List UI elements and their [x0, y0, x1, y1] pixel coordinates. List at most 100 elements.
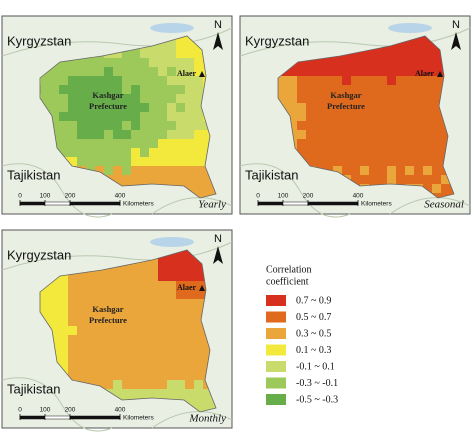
- grid-cell: [149, 389, 159, 399]
- grid-cell: [176, 281, 186, 291]
- grid-cell: [176, 254, 186, 264]
- grid-cell: [59, 353, 69, 363]
- grid-cell: [360, 58, 370, 68]
- grid-cell: [194, 67, 204, 77]
- grid-cell: [122, 76, 132, 86]
- grid-cell: [315, 85, 325, 95]
- grid-cell: [95, 380, 105, 390]
- grid-cell: [50, 121, 60, 131]
- grid-cell: [131, 76, 141, 86]
- grid-cell: [140, 353, 150, 363]
- grid-cell: [41, 299, 51, 309]
- grid-cell: [95, 290, 105, 300]
- grid-cell: [140, 85, 150, 95]
- grid-cell: [149, 103, 159, 113]
- grid-cell: [176, 344, 186, 354]
- scale-segment: [257, 201, 284, 206]
- grid-cell: [86, 299, 96, 309]
- grid-cell: [297, 139, 307, 149]
- grid-cell: [50, 326, 60, 336]
- grid-cell: [333, 85, 343, 95]
- scale-segment: [44, 415, 71, 420]
- grid-cell: [167, 94, 177, 104]
- grid-cell: [122, 389, 132, 399]
- grid-cell: [158, 139, 168, 149]
- grid-cell: [140, 76, 150, 86]
- grid-cell: [351, 112, 361, 122]
- grid-cell: [167, 308, 177, 318]
- grid-cell: [387, 49, 397, 59]
- grid-cell: [396, 112, 406, 122]
- grid-cell: [77, 290, 87, 300]
- grid-cell: [176, 139, 186, 149]
- grid-cell: [86, 112, 96, 122]
- grid-cell: [140, 121, 150, 131]
- grid-cell: [333, 94, 343, 104]
- grid-cell: [333, 157, 343, 167]
- grid-cell: [149, 175, 159, 185]
- grid-cell: [185, 139, 195, 149]
- grid-cell: [194, 148, 204, 158]
- grid-cell: [315, 58, 325, 68]
- grid-cell: [396, 49, 406, 59]
- grid-cell: [68, 94, 78, 104]
- grid-cell: [131, 353, 141, 363]
- grid-cell: [423, 49, 433, 59]
- grid-cell: [405, 121, 415, 131]
- grid-cell: [432, 85, 442, 95]
- grid-cell: [158, 335, 168, 345]
- grid-cell: [369, 94, 379, 104]
- grid-cell: [50, 85, 60, 95]
- grid-cell: [122, 58, 132, 68]
- grid-cell: [158, 67, 168, 77]
- grid-cell: [113, 85, 123, 95]
- grid-cell: [185, 184, 195, 194]
- grid-cell: [176, 175, 186, 185]
- grid-cell: [176, 263, 186, 273]
- grid-cell: [113, 344, 123, 354]
- grid-cell: [396, 175, 406, 185]
- grid-cell: [140, 166, 150, 176]
- grid-cell: [396, 94, 406, 104]
- grid-cell: [185, 254, 195, 264]
- grid-cell: [140, 317, 150, 327]
- scale-unit: Kilometers: [123, 415, 154, 422]
- region-label: Prefecture: [89, 315, 127, 325]
- grid-cell: [59, 290, 69, 300]
- grid-cell: [194, 139, 204, 149]
- grid-cell: [122, 103, 132, 113]
- grid-cell: [414, 76, 424, 86]
- grid-cell: [131, 130, 141, 140]
- grid-cell: [378, 49, 388, 59]
- grid-cell: [131, 290, 141, 300]
- grid-cell: [149, 380, 159, 390]
- grid-cell: [194, 49, 204, 59]
- grid-cell: [194, 76, 204, 86]
- grid-cell: [158, 299, 168, 309]
- grid-cell: [113, 67, 123, 77]
- grid-cell: [113, 353, 123, 363]
- grid-cell: [158, 290, 168, 300]
- grid-cell: [387, 85, 397, 95]
- grid-cell: [68, 139, 78, 149]
- grid-cell: [86, 85, 96, 95]
- grid-cell: [351, 148, 361, 158]
- grid-cell: [432, 94, 442, 104]
- grid-cell: [122, 166, 132, 176]
- grid-cell: [149, 263, 159, 273]
- grid-cell: [131, 281, 141, 291]
- grid-cell: [351, 130, 361, 140]
- grid-cell: [387, 175, 397, 185]
- grid-cell: [122, 148, 132, 158]
- grid-cell: [77, 139, 87, 149]
- grid-cell: [297, 58, 307, 68]
- grid-cell: [423, 175, 433, 185]
- grid-cell: [414, 175, 424, 185]
- grid-cell: [149, 353, 159, 363]
- grid-cell: [194, 112, 204, 122]
- grid-cell: [68, 112, 78, 122]
- grid-cell: [86, 130, 96, 140]
- grid-cell: [149, 281, 159, 291]
- grid-cell: [167, 166, 177, 176]
- grid-cell: [405, 166, 415, 176]
